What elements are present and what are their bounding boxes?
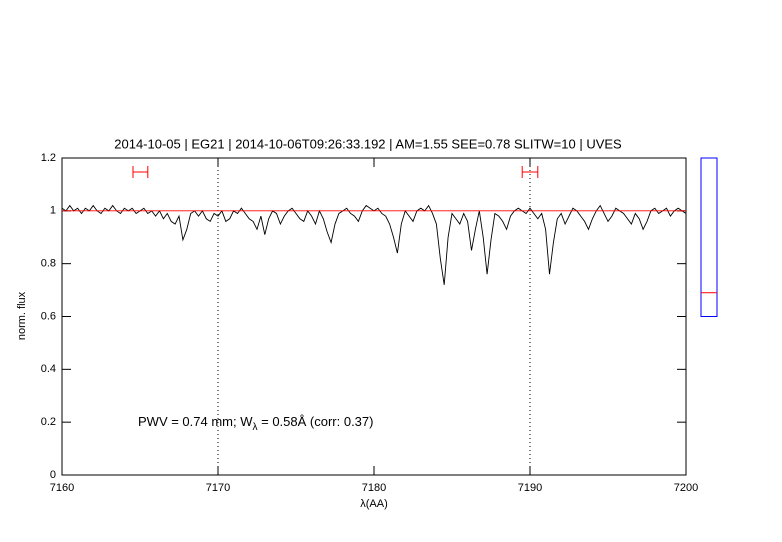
window-marker [521,166,539,179]
window-marker [132,166,149,179]
y-tick-label: 0 [50,469,56,481]
x-tick-label: 7180 [362,482,386,494]
gauge-box [700,157,718,317]
x-tick-label: 7160 [50,482,74,494]
y-tick-label: 1 [50,205,56,217]
x-tick-label: 7170 [206,482,230,494]
y-axis-label: norm. flux [16,291,28,340]
x-tick-label: 7200 [674,482,698,494]
x-tick-label: 7190 [518,482,542,494]
annotation: PWV = 0.74 mm; Wλ = 0.58Å (corr: 0.37) [138,414,373,432]
y-tick-label: 0.4 [41,363,56,375]
y-tick-label: 0.6 [41,310,56,322]
y-tick-label: 0.8 [41,258,56,270]
annotation-part: = 0.58Å (corr: 0.37) [258,414,374,429]
annotation-part: PWV = 0.74 mm; W [138,414,253,429]
chart-title: 2014-10-05 | EG21 | 2014-10-06T09:26:33.… [114,136,622,151]
series-line [61,204,687,285]
y-tick-label: 0.2 [41,416,56,428]
annotation-subscript: λ [253,422,258,433]
y-tick-label: 1.2 [41,152,56,164]
x-axis-label: λ(AA) [360,498,388,510]
